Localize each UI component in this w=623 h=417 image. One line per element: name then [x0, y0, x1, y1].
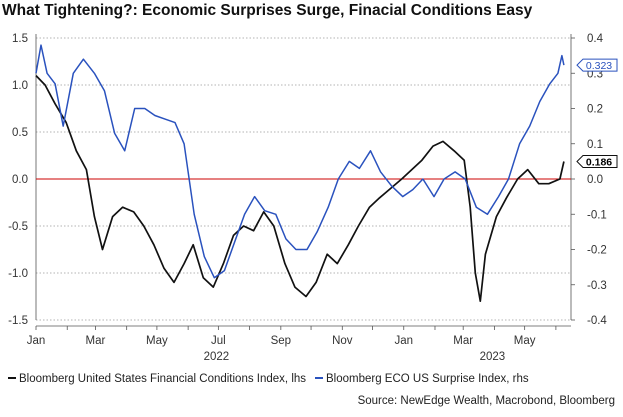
y-right-tick-label: 0.4	[587, 33, 604, 45]
x-tick-label: Jan	[394, 335, 413, 347]
y-right-tick-label: -0.1	[587, 209, 607, 221]
x-tick-label: Nov	[332, 335, 353, 347]
x-year-label: 2023	[480, 351, 506, 363]
y-right-tick-label: 0.2	[587, 104, 603, 116]
y-left-tick-label: 0.0	[12, 174, 28, 186]
x-tick-label: Mar	[453, 335, 473, 347]
legend-item: Bloomberg ECO US Surprise Index, rhs	[326, 373, 529, 385]
last-value-badge	[576, 58, 618, 72]
y-right-tick-label: -0.3	[587, 280, 607, 292]
last-value-badge	[576, 155, 618, 169]
series-line-eco-surprise	[35, 44, 565, 279]
y-left-tick-label: 0.5	[12, 127, 28, 139]
y-left-tick-label: -0.5	[8, 221, 28, 233]
series-line-financial-conditions	[35, 75, 565, 303]
y-right-tick-label: 0.0	[587, 174, 603, 186]
last-value-label: 0.186	[586, 157, 612, 169]
x-tick-label: Sep	[271, 335, 291, 347]
chart-title: What Tightening?: Economic Surprises Sur…	[2, 2, 533, 19]
x-year-label: 2022	[204, 351, 230, 363]
legend-item: Bloomberg United States Financial Condit…	[19, 373, 306, 385]
x-tick-label: May	[514, 335, 536, 347]
last-value-label: 0.323	[586, 60, 612, 72]
y-left-tick-label: 1.5	[12, 33, 28, 45]
y-left-tick-label: 1.0	[12, 80, 28, 92]
x-tick-label: Mar	[86, 335, 106, 347]
y-right-tick-label: -0.4	[587, 315, 607, 327]
x-tick-label: Jan	[27, 335, 46, 347]
x-tick-label: May	[146, 335, 168, 347]
y-right-tick-label: -0.2	[587, 245, 607, 257]
x-tick-label: Jul	[211, 335, 226, 347]
y-right-tick-label: 0.1	[587, 139, 603, 151]
y-left-tick-label: -1.5	[8, 315, 28, 327]
source-note: Source: NewEdge Wealth, Macrobond, Bloom…	[358, 395, 615, 407]
y-left-tick-label: -1.0	[8, 268, 28, 280]
